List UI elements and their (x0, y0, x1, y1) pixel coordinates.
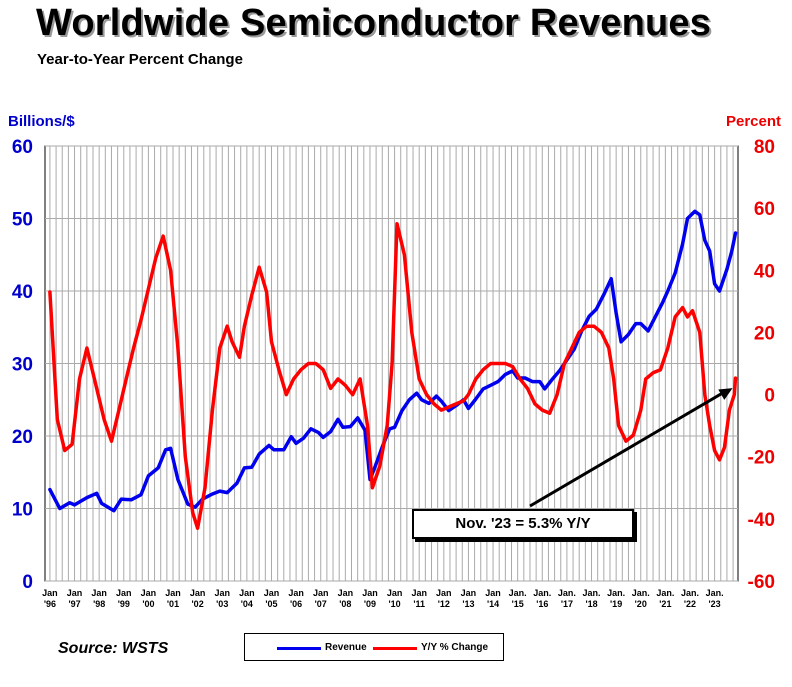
right-tick-label: -40 (748, 510, 775, 531)
x-tick-label-bottom: '07 (315, 599, 327, 609)
right-tick-label: -20 (748, 448, 775, 469)
x-tick-label-top: Jan (165, 588, 181, 598)
x-tick-label-top: Jan (485, 588, 501, 598)
legend-swatch-revenue (277, 647, 321, 650)
x-tick-label-top: Jan (387, 588, 403, 598)
x-tick-label-bottom: '96 (44, 599, 56, 609)
left-tick-label: 40 (12, 282, 33, 303)
legend: Revenue Y/Y % Change (244, 633, 504, 661)
x-tick-label-top: Jan (214, 588, 230, 598)
x-tick-label-top: Jan (411, 588, 427, 598)
annotation-arrow (529, 391, 724, 508)
left-tick-label: 50 (12, 210, 33, 231)
x-tick-label-bottom: '14 (487, 599, 499, 609)
source-note: Source: WSTS (58, 640, 169, 657)
x-tick-label-top: Jan (91, 588, 107, 598)
x-tick-label-top: Jan (461, 588, 477, 598)
legend-swatch-yoy (373, 647, 417, 650)
x-tick-label-bottom: '13 (462, 599, 474, 609)
x-tick-label-top: Jan (42, 588, 58, 598)
x-tick-label-bottom: '99 (118, 599, 130, 609)
x-tick-label-top: Jan (362, 588, 378, 598)
right-tick-label: -60 (748, 572, 775, 593)
right-tick-label: 20 (754, 323, 775, 344)
x-tick-label-top: Jan (338, 588, 354, 598)
x-tick-label-bottom: '15 (512, 599, 524, 609)
annotation-box: Nov. '23 = 5.3% Y/Y (412, 509, 634, 539)
annotation-arrowhead (718, 388, 733, 400)
x-tick-label-top: Jan. (681, 588, 699, 598)
x-tick-label-top: Jan. (583, 588, 601, 598)
x-tick-label-bottom: '98 (93, 599, 105, 609)
legend-label-yoy: Y/Y % Change (421, 642, 489, 653)
chart-subtitle: Year-to-Year Percent Change (37, 51, 243, 68)
x-tick-label-bottom: '09 (364, 599, 376, 609)
x-tick-label-bottom: '08 (339, 599, 351, 609)
x-tick-label-bottom: '97 (68, 599, 80, 609)
x-tick-label-top: Jan (239, 588, 255, 598)
x-tick-label-top: Jan (436, 588, 452, 598)
x-tick-label-top: Jan (288, 588, 304, 598)
right-tick-label: 80 (754, 137, 775, 158)
x-tick-label-bottom: '04 (241, 599, 253, 609)
legend-label-revenue: Revenue (325, 642, 367, 653)
left-axis-title: Billions/$ (8, 113, 75, 130)
x-tick-label-bottom: '16 (536, 599, 548, 609)
left-tick-label: 30 (12, 355, 33, 376)
x-tick-label-bottom: '00 (142, 599, 154, 609)
x-tick-label-top: Jan. (656, 588, 674, 598)
x-tick-label-bottom: '10 (388, 599, 400, 609)
x-tick-label-top: Jan (190, 588, 206, 598)
x-tick-label-bottom: '17 (561, 599, 573, 609)
x-tick-label-bottom: '01 (167, 599, 179, 609)
x-tick-label-bottom: '05 (265, 599, 277, 609)
x-tick-label-bottom: '06 (290, 599, 302, 609)
x-tick-label-top: Jan (264, 588, 280, 598)
x-tick-label-bottom: '21 (659, 599, 671, 609)
left-tick-label: 20 (12, 427, 33, 448)
x-tick-label-bottom: '22 (684, 599, 696, 609)
right-tick-label: 40 (754, 261, 775, 282)
chart-title: Worldwide Semiconductor Revenues (36, 2, 712, 44)
x-tick-label-bottom: '18 (585, 599, 597, 609)
x-tick-label-bottom: '02 (192, 599, 204, 609)
x-tick-label-top: Jan (67, 588, 83, 598)
x-tick-label-bottom: '23 (709, 599, 721, 609)
x-tick-label-bottom: '19 (610, 599, 622, 609)
x-tick-label-bottom: '12 (438, 599, 450, 609)
x-tick-label-bottom: '20 (635, 599, 647, 609)
right-tick-label: 60 (754, 199, 775, 220)
x-tick-label-top: Jan. (533, 588, 551, 598)
x-tick-label-top: Jan. (558, 588, 576, 598)
series-line-revenue (48, 209, 738, 513)
x-tick-label-top: Jan (141, 588, 157, 598)
right-tick-label: 0 (764, 386, 775, 407)
left-tick-label: 0 (22, 572, 33, 593)
x-tick-label-bottom: '03 (216, 599, 228, 609)
series-line-yoy (48, 221, 738, 530)
x-tick-label-top: Jan (313, 588, 329, 598)
left-tick-label: 60 (12, 137, 33, 158)
x-tick-label-top: Jan. (607, 588, 625, 598)
x-tick-label-bottom: '11 (413, 599, 425, 609)
right-axis-title: Percent (726, 113, 781, 130)
x-tick-label-top: Jan. (509, 588, 527, 598)
x-tick-label-top: Jan (116, 588, 132, 598)
x-tick-label-top: Jan. (706, 588, 724, 598)
left-tick-label: 10 (12, 500, 33, 521)
x-tick-label-top: Jan. (632, 588, 650, 598)
